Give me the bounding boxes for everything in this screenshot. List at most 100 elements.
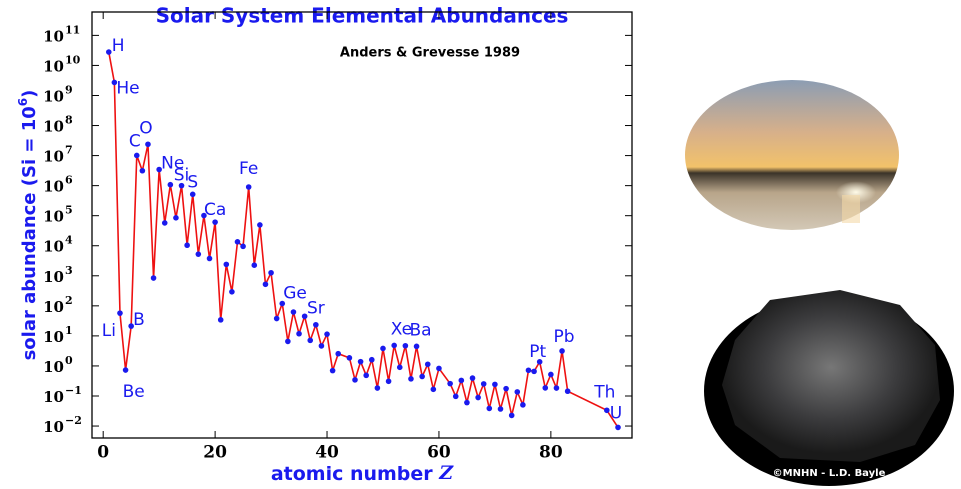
y-tick-label: 1011 [43, 23, 80, 45]
y-tick-label: 1010 [43, 53, 81, 75]
data-point [520, 402, 526, 408]
y-tick-label: 10−2 [43, 414, 82, 436]
data-point [368, 356, 375, 363]
data-point [469, 375, 476, 381]
y-tick-label-base: 10 [43, 328, 64, 346]
y-tick-label: 103 [43, 264, 73, 286]
data-point [245, 184, 252, 190]
data-point [161, 220, 168, 226]
data-point [380, 345, 386, 352]
data-point [503, 385, 509, 392]
y-tick-label: 101 [43, 324, 73, 346]
y-tick-label: 108 [43, 114, 73, 136]
y-tick-label-exponent: 2 [65, 294, 73, 307]
element-label: Pb [554, 327, 575, 347]
data-point [536, 359, 543, 365]
data-point [385, 378, 392, 385]
data-point [234, 239, 241, 245]
element-label: Li [102, 321, 116, 341]
data-point [604, 407, 610, 414]
x-tick-label: 80 [539, 443, 563, 463]
element-label: Sr [307, 299, 325, 319]
data-point [145, 141, 151, 148]
data-point [307, 337, 314, 344]
sun-reflection [842, 195, 860, 223]
y-tick-label: 104 [43, 234, 73, 256]
meteorite-photo: ©MNHN - L.D. Bayle [704, 290, 954, 486]
element-label: C [129, 131, 141, 151]
element-label: H [112, 36, 125, 56]
chart-title: Solar System Elemental Abundances [156, 4, 569, 28]
data-point [201, 212, 207, 219]
sun-glow [812, 168, 892, 212]
data-point [525, 367, 532, 374]
data-point [424, 361, 431, 368]
y-tick-label-base: 10 [43, 268, 64, 286]
data-point [452, 393, 459, 400]
y-tick-label-base: 10 [43, 118, 64, 136]
y-tick-label-exponent: 1 [65, 324, 73, 337]
data-point [615, 424, 621, 431]
data-point [391, 342, 397, 349]
y-tick-label-exponent: 11 [65, 23, 80, 36]
element-label: B [133, 310, 145, 330]
data-point [346, 355, 353, 361]
data-point [335, 350, 342, 357]
element-label: Ca [204, 200, 226, 220]
data-point [290, 309, 297, 315]
x-axis-variable: Z [438, 462, 454, 484]
data-point [363, 372, 369, 379]
y-tick-label-exponent: −2 [65, 414, 82, 427]
element-label: Si [174, 166, 190, 186]
data-point [357, 358, 364, 365]
x-axis-label-text: atomic number [271, 463, 433, 485]
data-point [133, 152, 140, 159]
data-point [189, 191, 196, 198]
data-point [173, 215, 179, 221]
y-tick-label-base: 10 [43, 178, 64, 196]
data-point [564, 388, 571, 395]
data-point [352, 377, 358, 383]
data-point [268, 269, 274, 276]
data-point [251, 262, 258, 269]
data-point [548, 371, 554, 378]
data-point [206, 255, 213, 262]
data-point [273, 315, 280, 322]
data-point [301, 313, 308, 320]
data-point [195, 251, 202, 257]
data-point [329, 367, 336, 374]
element-label: Pt [529, 342, 546, 362]
y-tick-label-base: 10 [43, 418, 64, 436]
data-point [296, 330, 302, 337]
y-tick-label: 106 [43, 174, 73, 196]
data-point [313, 321, 319, 328]
y-tick-label-exponent: 6 [65, 174, 73, 187]
data-point [413, 343, 420, 350]
data-point [139, 167, 146, 174]
data-point [122, 367, 129, 373]
y-tick-label: 100 [43, 354, 73, 376]
x-axis-label: atomic number Z [271, 462, 454, 485]
y-tick-label-base: 10 [43, 298, 64, 316]
y-tick-label-base: 10 [43, 358, 64, 376]
y-tick-label-base: 10 [43, 57, 64, 75]
data-point [508, 412, 515, 419]
element-label: Th [593, 382, 615, 402]
y-axis-label-sup: 6 [16, 98, 30, 106]
data-point [514, 389, 521, 395]
y-tick-label-exponent: 0 [65, 354, 73, 367]
y-tick-label: 102 [43, 294, 73, 316]
element-label: Fe [239, 159, 258, 179]
x-tick-label: 0 [97, 443, 109, 463]
data-line [108, 51, 619, 428]
y-tick-label-exponent: 7 [65, 144, 73, 157]
data-point [486, 405, 493, 412]
y-axis-label-end: ) [19, 90, 40, 98]
x-tick-label: 40 [315, 443, 339, 463]
data-point [156, 166, 162, 173]
y-tick-label-base: 10 [43, 27, 64, 45]
element-label: S [187, 172, 198, 192]
data-point [128, 323, 134, 329]
data-point [285, 338, 291, 345]
data-point [475, 394, 481, 401]
